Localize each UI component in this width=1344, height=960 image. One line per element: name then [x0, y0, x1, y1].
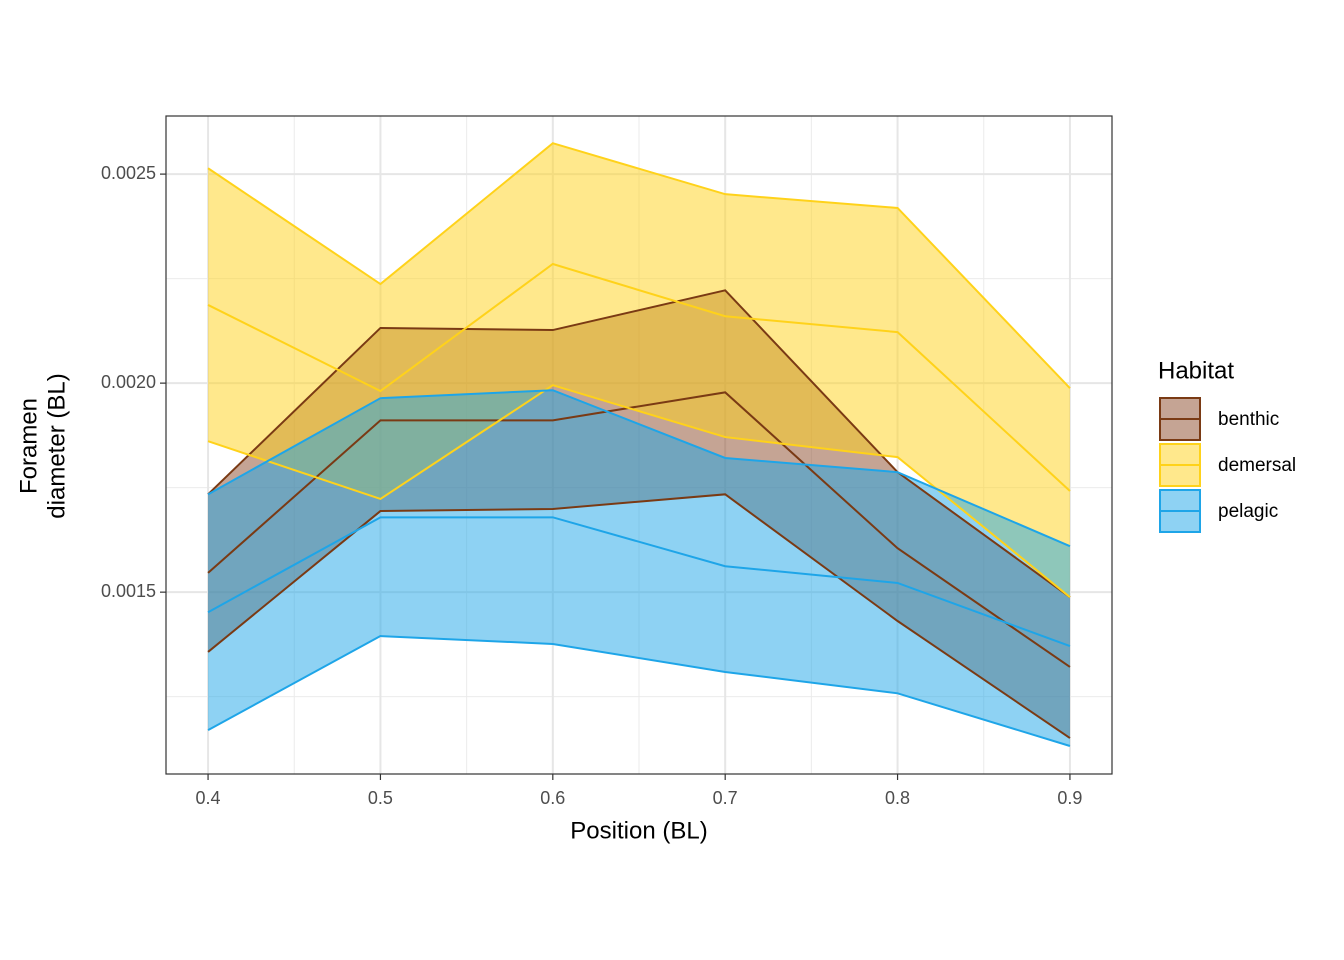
x-tick-label: 0.9 [1057, 788, 1082, 808]
legend-label: benthic [1218, 409, 1279, 430]
panel-border [165, 115, 1113, 775]
legend-label: demersal [1218, 455, 1296, 476]
x-axis-title: Position (BL) [570, 817, 707, 844]
mean-line [207, 516, 1071, 648]
x-tick-label: 0.4 [196, 788, 221, 808]
y-tick-label: 0.0025 [101, 163, 156, 183]
y-tick-label: 0.0015 [101, 581, 156, 601]
y-tick-label: 0.0020 [101, 372, 156, 392]
mean-line [207, 262, 1071, 492]
y-axis-title: diameter (BL) [43, 373, 70, 518]
ribbon-edge [207, 289, 1071, 598]
ribbon-fill [208, 390, 1070, 746]
ribbon-edge [207, 389, 1071, 548]
ribbon-edge [207, 384, 1071, 598]
mean-line [207, 391, 1071, 668]
x-tick-label: 0.6 [540, 788, 565, 808]
ribbon-edge [207, 142, 1071, 389]
x-tick-label: 0.7 [713, 788, 738, 808]
legend-label: pelagic [1218, 501, 1278, 522]
ribbon-fill [208, 143, 1070, 598]
legend-title: Habitat [1158, 357, 1234, 384]
x-tick-label: 0.8 [885, 788, 910, 808]
ribbon-edge [207, 493, 1071, 739]
x-tick-label: 0.5 [368, 788, 393, 808]
ribbon-edge [207, 635, 1071, 747]
y-axis-title: Foramen [15, 398, 42, 494]
